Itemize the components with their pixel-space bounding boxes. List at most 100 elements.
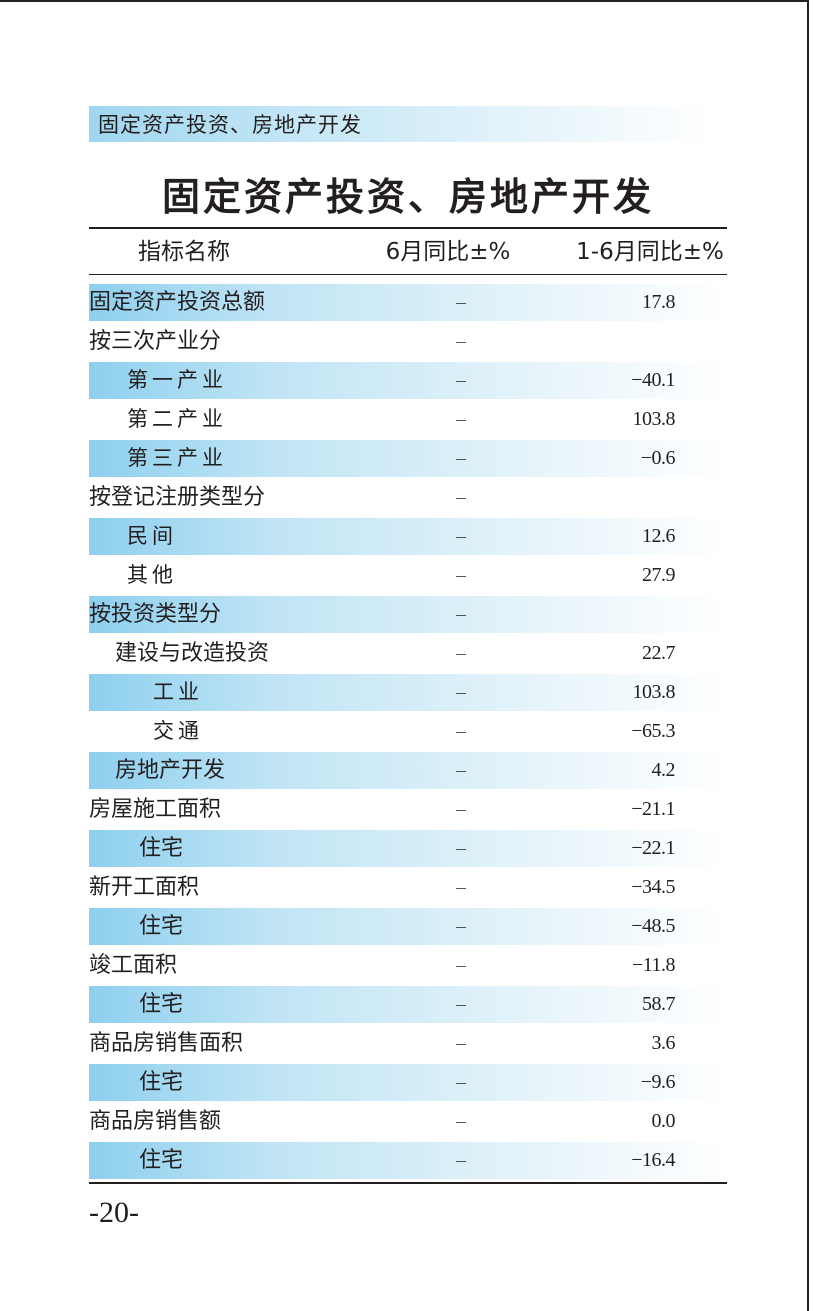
table-row: 商品房销售额 – 0.0 xyxy=(89,1103,727,1142)
row-indicator-name: 商品房销售面积 xyxy=(89,1031,244,1056)
table-row: 建设与改造投资 – 22.7 xyxy=(89,635,727,674)
row-indicator-name: 交通 xyxy=(153,719,203,743)
table-row: 按投资类型分 – xyxy=(89,596,727,633)
row-indicator-name: 房地产开发 xyxy=(115,758,226,783)
row-ytd-value: 27.9 xyxy=(642,564,676,586)
row-ytd-value: −16.4 xyxy=(631,1149,675,1171)
table-body: 固定资产投资总额 – 17.8 按三次产业分 – 第一产业 – −40.1 第二… xyxy=(89,284,727,1181)
row-june-value: – xyxy=(456,486,466,508)
row-ytd-value: −48.5 xyxy=(631,915,675,937)
table-row: 住宅 – −16.4 xyxy=(89,1142,727,1179)
row-june-value: – xyxy=(456,1032,466,1054)
table-row: 第二产业 – 103.8 xyxy=(89,401,727,440)
row-june-value: – xyxy=(456,1071,466,1093)
page-title: 固定资产投资、房地产开发 xyxy=(161,174,654,219)
table-row: 第一产业 – −40.1 xyxy=(89,362,727,399)
row-indicator-name: 工业 xyxy=(153,680,203,704)
table-header-rule xyxy=(89,274,727,275)
row-indicator-name: 住宅 xyxy=(139,1148,184,1173)
table-row: 工业 – 103.8 xyxy=(89,674,727,711)
row-ytd-value: 22.7 xyxy=(642,642,676,664)
table-row: 交通 – −65.3 xyxy=(89,713,727,752)
row-ytd-value: 3.6 xyxy=(651,1032,676,1054)
row-ytd-value: −40.1 xyxy=(631,369,675,391)
row-june-value: – xyxy=(456,330,466,352)
row-june-value: – xyxy=(456,759,466,781)
row-ytd-value: 103.8 xyxy=(632,681,676,703)
row-ytd-value: −21.1 xyxy=(631,798,675,820)
row-indicator-name: 住宅 xyxy=(139,992,184,1017)
row-june-value: – xyxy=(456,1149,466,1171)
row-june-value: – xyxy=(456,603,466,625)
row-june-value: – xyxy=(456,525,466,547)
row-indicator-name: 按三次产业分 xyxy=(89,329,222,354)
row-indicator-name: 住宅 xyxy=(139,914,184,939)
row-indicator-name: 竣工面积 xyxy=(89,953,178,978)
row-june-value: – xyxy=(456,954,466,976)
row-june-value: – xyxy=(456,681,466,703)
table-row: 住宅 – −9.6 xyxy=(89,1064,727,1101)
row-june-value: – xyxy=(456,876,466,898)
row-june-value: – xyxy=(456,1110,466,1132)
row-ytd-value: 0.0 xyxy=(651,1110,676,1132)
column-header-indicator: 指标名称 xyxy=(138,239,230,265)
row-june-value: – xyxy=(456,642,466,664)
table-row: 住宅 – 58.7 xyxy=(89,986,727,1023)
table-row: 民间 – 12.6 xyxy=(89,518,727,555)
row-indicator-name: 第二产业 xyxy=(127,407,227,431)
row-june-value: – xyxy=(456,564,466,586)
row-indicator-name: 第三产业 xyxy=(127,446,227,470)
row-ytd-value: −22.1 xyxy=(631,837,675,859)
row-indicator-name: 按投资类型分 xyxy=(89,602,222,627)
row-ytd-value: 103.8 xyxy=(632,408,676,430)
table-row: 商品房销售面积 – 3.6 xyxy=(89,1025,727,1064)
row-june-value: – xyxy=(456,369,466,391)
row-indicator-name: 第一产业 xyxy=(127,368,227,392)
table-row: 按三次产业分 – xyxy=(89,323,727,362)
row-indicator-name: 住宅 xyxy=(139,836,184,861)
row-indicator-name: 固定资产投资总额 xyxy=(89,290,266,315)
table-row: 竣工面积 – −11.8 xyxy=(89,947,727,986)
row-june-value: – xyxy=(456,915,466,937)
table-top-rule xyxy=(89,227,727,229)
row-ytd-value: −9.6 xyxy=(640,1071,676,1093)
row-indicator-name: 其他 xyxy=(127,563,177,587)
table-row: 住宅 – −48.5 xyxy=(89,908,727,945)
row-june-value: – xyxy=(456,837,466,859)
row-june-value: – xyxy=(456,798,466,820)
row-ytd-value: −0.6 xyxy=(640,447,676,469)
row-indicator-name: 民间 xyxy=(127,524,177,548)
row-june-value: – xyxy=(456,720,466,742)
section-header-text: 固定资产投资、房地产开发 xyxy=(98,113,362,137)
row-ytd-value: 12.6 xyxy=(642,525,676,547)
row-indicator-name: 住宅 xyxy=(139,1070,184,1095)
row-indicator-name: 新开工面积 xyxy=(89,875,200,900)
column-header-june-yoy: 6月同比±% xyxy=(385,239,511,265)
table-row: 固定资产投资总额 – 17.8 xyxy=(89,284,727,321)
row-june-value: – xyxy=(456,291,466,313)
row-ytd-value: 4.2 xyxy=(651,759,676,781)
table-row: 住宅 – −22.1 xyxy=(89,830,727,867)
section-header: 固定资产投资、房地产开发 xyxy=(89,106,709,142)
row-indicator-name: 房屋施工面积 xyxy=(89,797,222,822)
page-number: -20- xyxy=(89,1196,139,1229)
table-row: 第三产业 – −0.6 xyxy=(89,440,727,477)
table-row: 按登记注册类型分 – xyxy=(89,479,727,518)
table-row: 新开工面积 – −34.5 xyxy=(89,869,727,908)
row-ytd-value: −65.3 xyxy=(631,720,675,742)
column-header-ytd-yoy: 1-6月同比±% xyxy=(576,239,724,265)
row-indicator-name: 建设与改造投资 xyxy=(115,641,270,666)
row-june-value: – xyxy=(456,408,466,430)
table-row: 房地产开发 – 4.2 xyxy=(89,752,727,789)
table-row: 房屋施工面积 – −21.1 xyxy=(89,791,727,830)
row-ytd-value: 58.7 xyxy=(642,993,676,1015)
row-indicator-name: 商品房销售额 xyxy=(89,1109,222,1134)
row-ytd-value: 17.8 xyxy=(642,291,676,313)
table-bottom-rule xyxy=(89,1182,727,1184)
table-row: 其他 – 27.9 xyxy=(89,557,727,596)
row-june-value: – xyxy=(456,447,466,469)
row-june-value: – xyxy=(456,993,466,1015)
row-ytd-value: −34.5 xyxy=(631,876,675,898)
row-ytd-value: −11.8 xyxy=(631,954,676,976)
